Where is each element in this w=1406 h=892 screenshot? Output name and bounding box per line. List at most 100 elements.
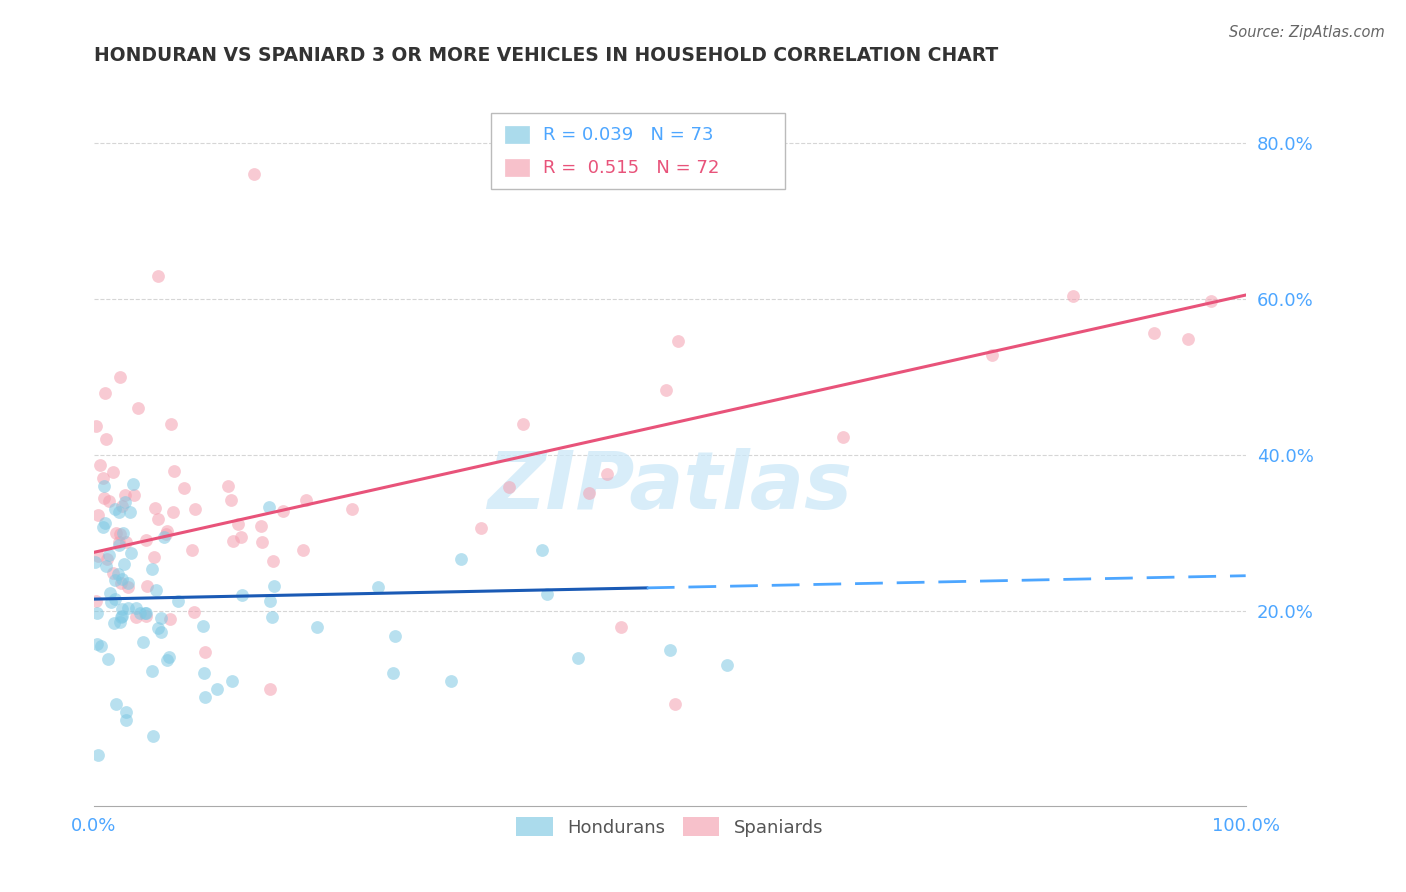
Point [93,491,115,505]
Point [221,673,243,688]
Point [184,501,207,516]
Point [530,543,553,558]
Point [86,549,108,563]
Point [86,607,108,621]
Point [156,653,179,667]
Point [260,610,283,624]
Point [166,594,188,608]
Text: ZIPatlas: ZIPatlas [488,448,852,525]
Point [664,698,686,712]
Legend: Hondurans, Spaniards: Hondurans, Spaniards [509,810,831,844]
Point [97,652,120,666]
Point [127,401,149,416]
Point [162,505,184,519]
Point [498,480,520,494]
Point [173,482,195,496]
Point [250,518,273,533]
Point [108,535,131,549]
Point [1142,326,1164,340]
Point [263,579,285,593]
Point [567,650,589,665]
Point [107,538,129,552]
Point [193,666,215,681]
Point [143,549,166,564]
Point [259,681,281,696]
Point [183,605,205,619]
Point [120,546,142,560]
Point [94,385,117,400]
Point [91,519,114,533]
Text: Source: ZipAtlas.com: Source: ZipAtlas.com [1229,25,1385,40]
Point [222,534,245,549]
Point [831,430,853,444]
Point [135,608,157,623]
Point [262,554,284,568]
Point [1062,289,1084,303]
Point [141,664,163,678]
Point [231,530,253,544]
Point [96,552,118,566]
Point [108,504,131,518]
Point [125,610,148,624]
Point [108,370,131,384]
Point [101,466,124,480]
Point [111,602,134,616]
Point [136,579,159,593]
Point [141,562,163,576]
Point [98,493,121,508]
Point [103,566,125,581]
Point [221,493,243,508]
Point [295,493,318,508]
Point [155,527,177,541]
Point [129,606,152,620]
FancyBboxPatch shape [505,159,530,177]
Point [450,552,472,566]
Point [382,666,405,681]
Point [135,533,157,547]
Point [207,681,229,696]
Point [108,615,131,629]
Point [384,629,406,643]
Point [716,658,738,673]
Point [142,729,165,743]
Point [118,505,141,519]
Point [228,516,250,531]
Point [104,592,127,607]
Point [125,601,148,615]
Point [84,555,107,569]
Point [117,576,139,591]
Point [89,639,111,653]
Point [100,594,122,608]
Point [470,521,492,535]
Point [98,586,121,600]
Point [340,502,363,516]
Point [97,548,120,562]
Point [110,610,132,624]
Point [536,587,558,601]
Point [93,479,115,493]
Point [86,747,108,762]
Point [145,501,167,516]
Point [146,621,169,635]
Point [440,673,463,688]
Point [111,608,134,623]
Text: R =  0.515   N = 72: R = 0.515 N = 72 [543,159,720,177]
Point [84,594,107,608]
Point [84,418,107,433]
Point [194,690,217,704]
Point [159,611,181,625]
Point [595,467,617,481]
Point [115,713,138,727]
Point [114,488,136,502]
Point [91,470,114,484]
Point [252,534,274,549]
Text: R = 0.039   N = 73: R = 0.039 N = 73 [543,126,714,144]
Point [981,348,1004,362]
Point [112,558,135,572]
Point [367,580,389,594]
Point [111,572,134,586]
Point [152,530,174,544]
Point [111,499,134,513]
FancyBboxPatch shape [491,113,785,189]
Point [104,525,127,540]
